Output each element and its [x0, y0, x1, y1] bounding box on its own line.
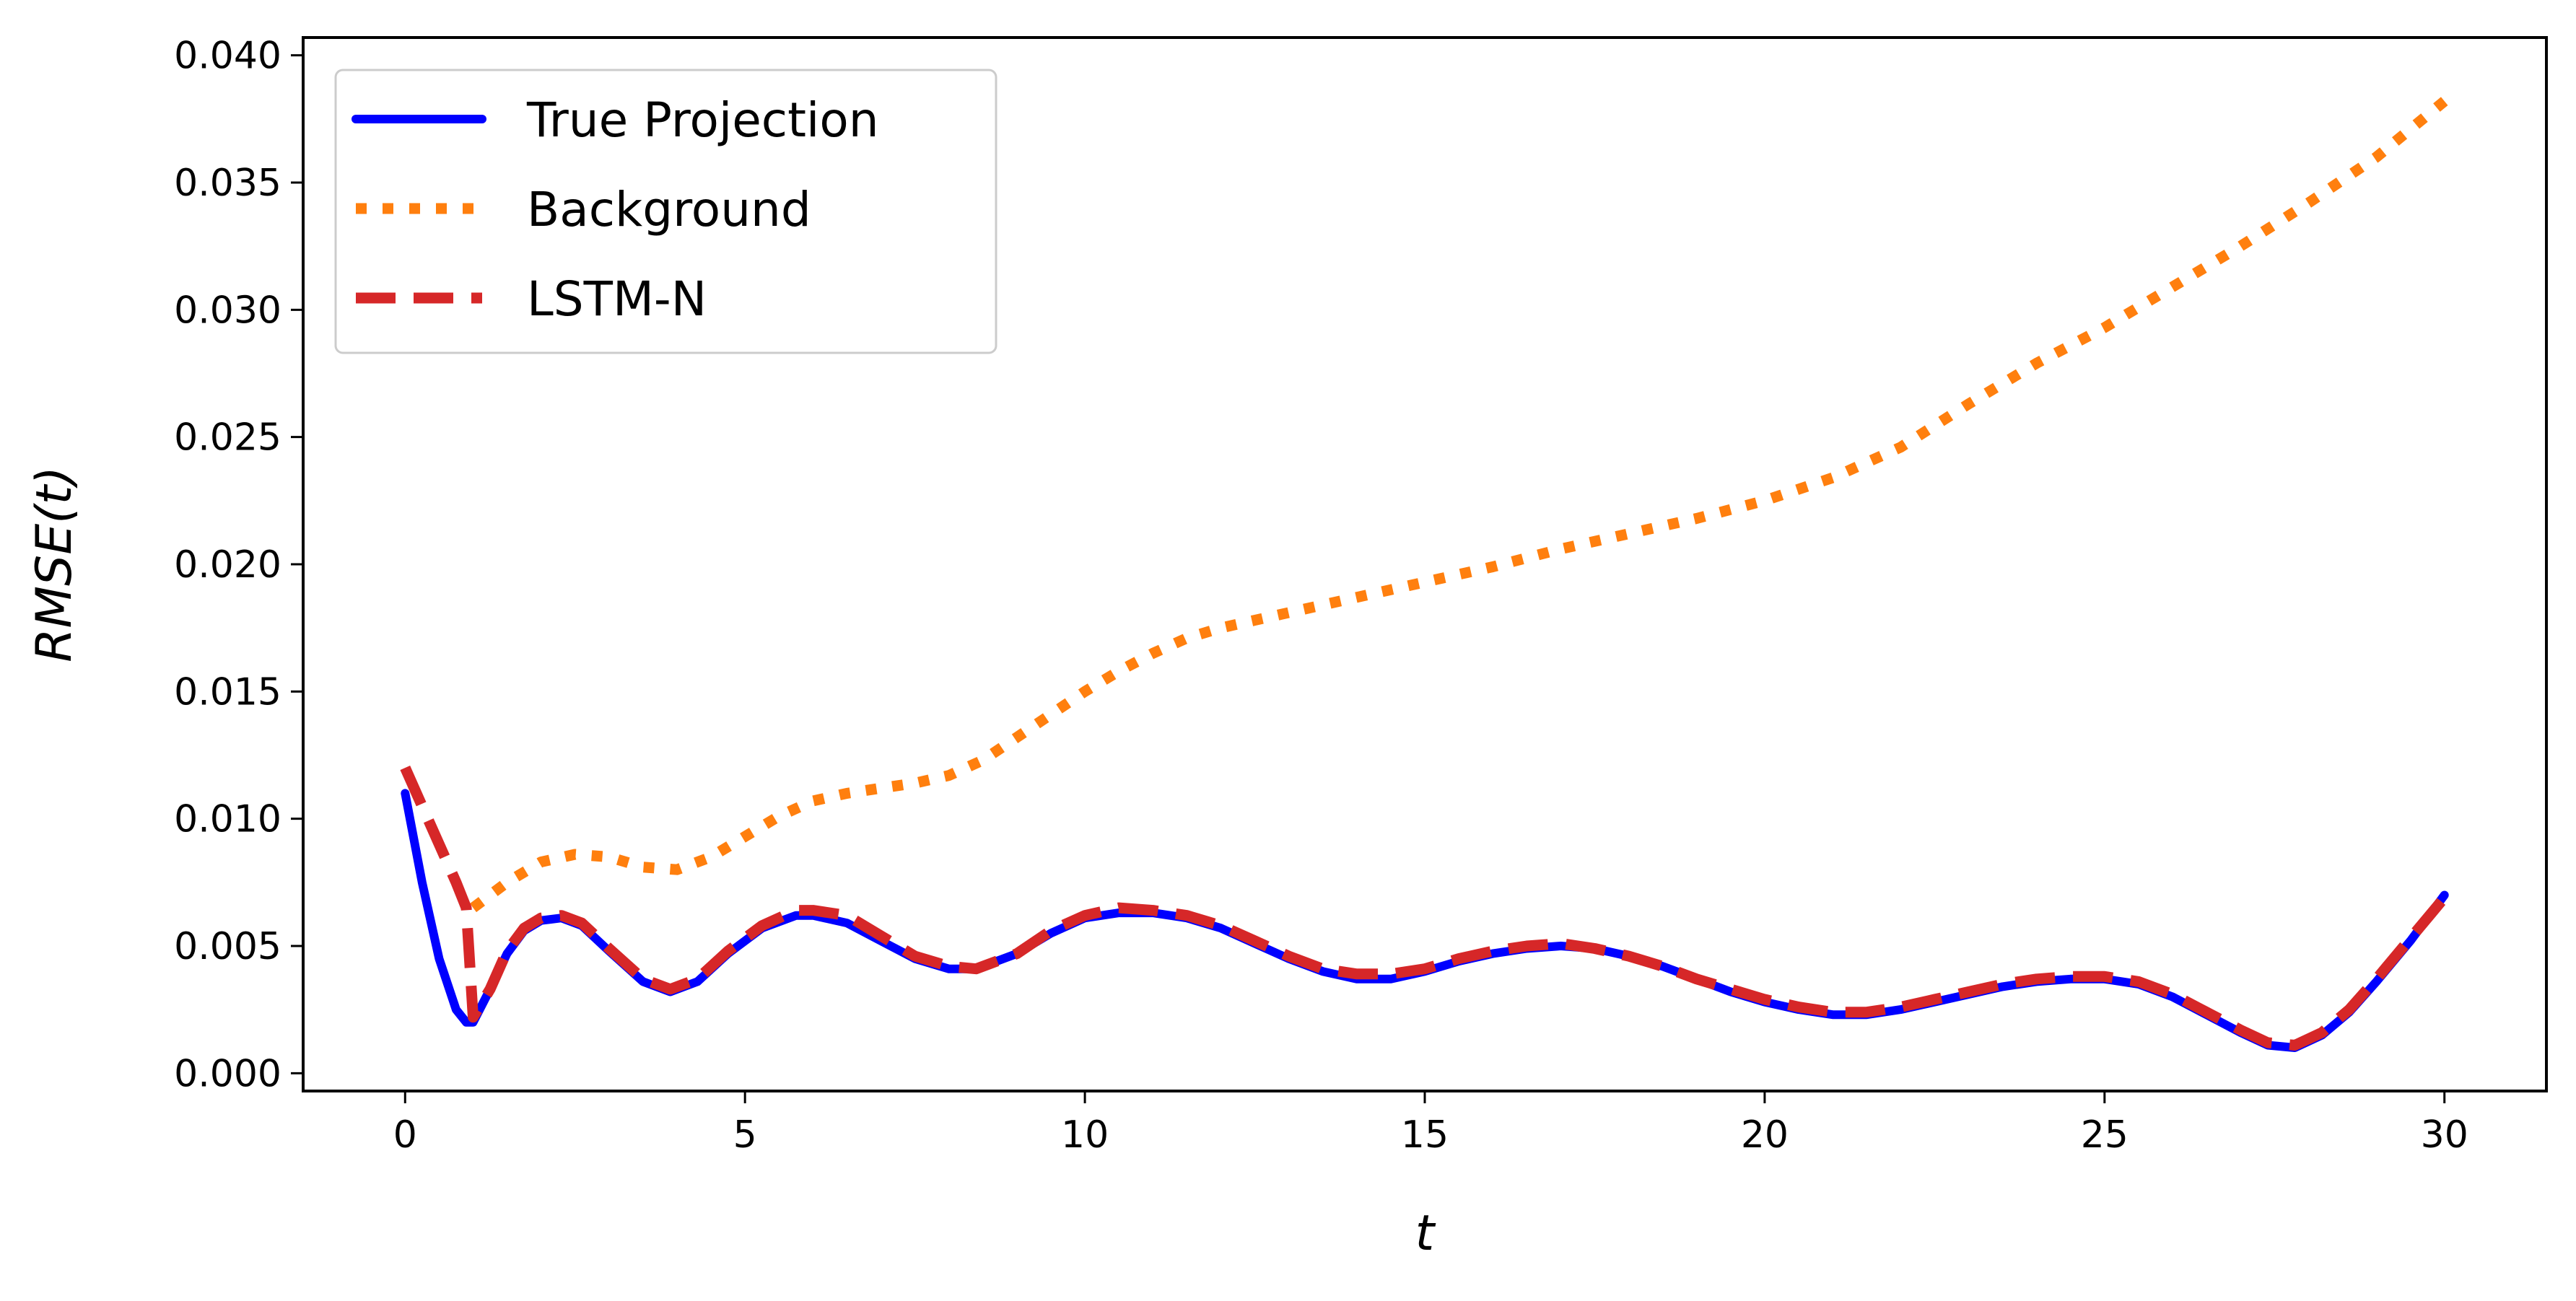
- y-tick-label: 0.025: [174, 416, 281, 460]
- y-tick-label: 0.010: [174, 798, 281, 841]
- x-tick-label: 0: [393, 1113, 417, 1157]
- x-tick-label: 15: [1401, 1113, 1449, 1157]
- y-tick-label: 0.015: [174, 670, 281, 714]
- legend-label-0: True Projection: [526, 92, 879, 148]
- y-tick-label: 0.040: [174, 35, 281, 78]
- legend: True Projection Background LSTM-N: [334, 69, 997, 354]
- x-tick-label: 30: [2421, 1113, 2468, 1157]
- y-axis-label: RMSE(t): [26, 466, 83, 662]
- y-tick-label: 0.020: [174, 543, 281, 587]
- y-axis-ticks: 0.000 0.005 0.010 0.015 0.020 0.025 0.030 0.035…: [174, 35, 303, 1095]
- x-axis-label: t: [1415, 1205, 1436, 1262]
- legend-box: [334, 69, 997, 354]
- y-tick-label: 0.005: [174, 925, 281, 968]
- legend-label-2: LSTM-N: [527, 271, 707, 327]
- series-line-0: [401, 789, 2449, 1052]
- y-tick-label: 0.000: [174, 1052, 281, 1095]
- x-tick-label: 5: [733, 1113, 757, 1157]
- y-tick-label: 0.030: [174, 289, 281, 332]
- legend-label-1: Background: [527, 182, 811, 237]
- x-axis-ticks: 0 5 10 15 20 25 30: [393, 1091, 2468, 1157]
- series-line-2: [400, 766, 2449, 1051]
- plot-lines: [400, 97, 2449, 1052]
- x-tick-label: 10: [1061, 1113, 1109, 1157]
- series-line-1: [469, 97, 2448, 913]
- x-tick-label: 20: [1741, 1113, 1789, 1157]
- x-tick-label: 25: [2081, 1113, 2129, 1157]
- y-tick-label: 0.035: [174, 162, 281, 205]
